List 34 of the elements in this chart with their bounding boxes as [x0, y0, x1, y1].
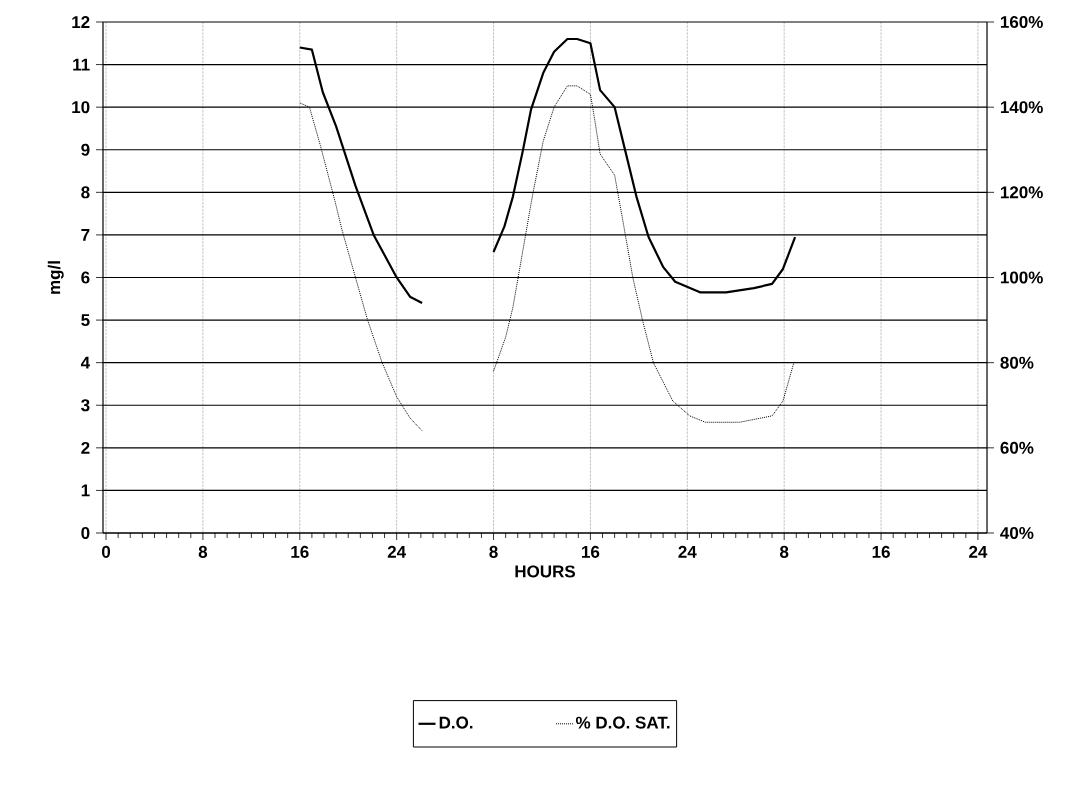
x-tick-label: 8 [779, 545, 789, 558]
y-tick-label: 6 [81, 271, 90, 284]
y2-tick-label: 140% [1000, 101, 1043, 114]
y-tick-label: 0 [81, 526, 90, 540]
x-tick-label: 8 [489, 545, 498, 558]
legend-label: % D.O. SAT. [575, 716, 670, 729]
x-tick-label: 0 [101, 545, 111, 558]
y2-tick-label: 120% [1000, 186, 1043, 199]
x-tick-label: 16 [872, 545, 890, 558]
y-tick-label: 11 [73, 58, 90, 71]
y-tick-label: 8 [81, 186, 90, 199]
y-tick-label: 12 [72, 16, 90, 28]
y-tick-label: 2 [81, 441, 90, 454]
y2-tick-label: 160% [1000, 15, 1043, 29]
x-tick-label: 24 [969, 545, 988, 558]
y-tick-label: 1 [81, 484, 90, 497]
x-tick-label: 16 [582, 545, 600, 558]
y-tick-label: 7 [81, 229, 90, 241]
y2-tick-label: 80% [1000, 356, 1034, 369]
x-tick-label: 24 [387, 545, 407, 558]
y2-tick-label: 60% [1000, 441, 1034, 454]
y-tick-label: 10 [72, 101, 90, 114]
x-tick-label: 16 [291, 545, 309, 558]
y-tick-label: 5 [81, 314, 90, 327]
y-axis-title: mg/l [47, 261, 64, 294]
y-tick-label: 9 [81, 143, 90, 156]
x-tick-label: 24 [678, 545, 697, 558]
legend-label: D.O. [439, 716, 473, 729]
y-tick-label: 4 [80, 356, 91, 369]
y2-tick-label: 100% [1000, 271, 1043, 284]
x-axis-title: HOURS [515, 565, 576, 578]
y2-tick-label: 40% [1000, 526, 1034, 540]
x-tick-label: 8 [198, 545, 208, 558]
y-tick-label: 3 [81, 399, 90, 412]
